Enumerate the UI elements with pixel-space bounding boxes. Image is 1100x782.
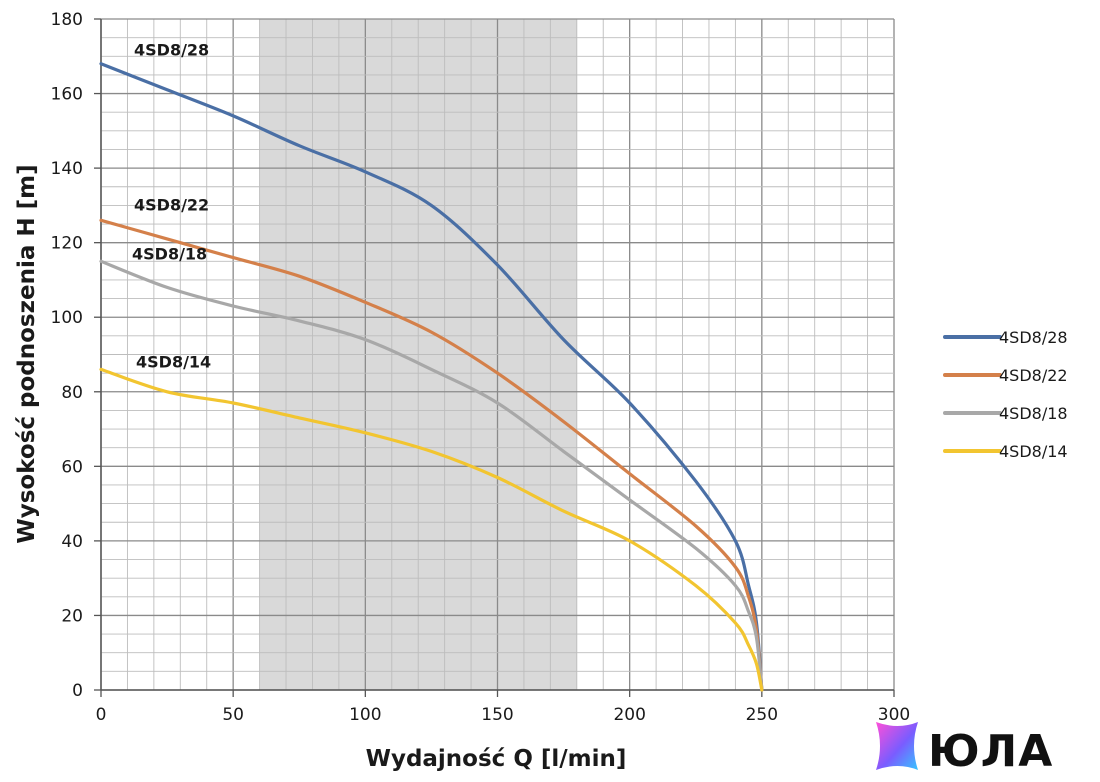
y-tick-label: 60 [61,457,83,477]
yula-watermark: ЮЛА [876,722,1053,777]
yula-logo-icon [876,722,918,770]
x-tick-label: 250 [746,705,778,725]
x-tick-label: 100 [349,705,381,725]
series-line-4sd8-22 [99,218,764,692]
series-line-4sd8-18 [99,259,764,692]
y-tick-label: 100 [51,308,83,328]
curve-label: 4SD8/28 [134,41,209,60]
y-tick-label: 120 [51,234,83,254]
curve-label: 4SD8/14 [136,352,211,371]
y-tick-label: 0 [72,681,83,701]
x-tick-label: 200 [613,705,645,725]
legend-entry: 4SD8/18 [999,404,1068,423]
y-tick-label: 160 [51,85,83,105]
x-tick-label: 50 [222,705,244,725]
y-tick-label: 80 [61,383,83,403]
legend-entry: 4SD8/28 [999,328,1068,347]
x-tick-label: 300 [878,705,910,725]
curve-label: 4SD8/22 [134,195,209,214]
x-tick-label: 150 [481,705,513,725]
chart-axes: 0 50 100 150 200 250 300 0 20 40 60 80 100 120 140 160 1… [51,10,911,725]
legend-entry: 4SD8/22 [999,366,1068,385]
x-axis-title: Wydajność Q [l/min] [366,746,627,772]
curve-labels: 4SD8/28 4SD8/22 4SD8/18 4SD8/14 [132,41,211,372]
series-line-4sd8-28 [99,62,764,692]
curve-label: 4SD8/18 [132,244,207,263]
x-tick-label: 0 [96,705,107,725]
y-tick-label: 140 [51,159,83,179]
chart-series [99,62,764,692]
y-axis-title: Wysokość podnoszenia H [m] [14,164,40,543]
series-line-4sd8-14 [99,367,764,692]
chart-legend: 4SD8/28 4SD8/22 4SD8/18 4SD8/14 [943,328,1068,461]
y-tick-label: 180 [51,10,83,30]
y-tick-label: 40 [61,532,83,552]
legend-entry: 4SD8/14 [999,442,1068,461]
y-tick-label: 20 [61,606,83,626]
watermark-text: ЮЛА [928,726,1053,777]
